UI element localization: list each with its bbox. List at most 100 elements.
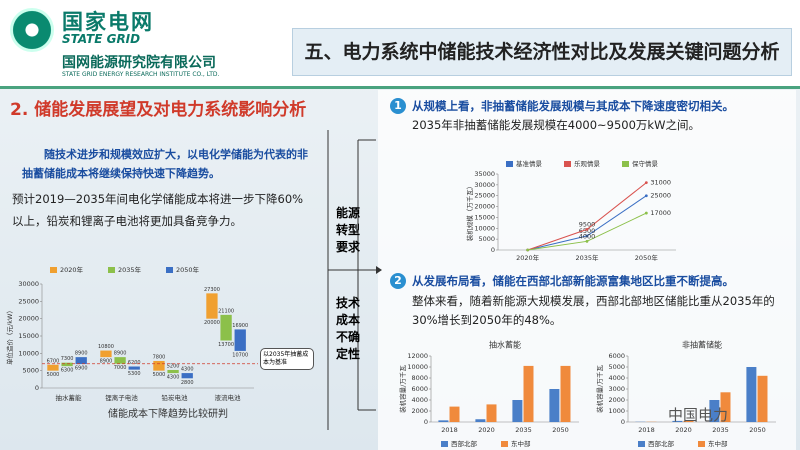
legend-label: 乐观情景 xyxy=(574,159,601,168)
y-tick-label: 30000 xyxy=(18,280,39,288)
body-text: 预计2019—2035年间电化学储能成本将进一步下降60%以上，铅炭和锂离子电池… xyxy=(12,192,304,228)
legend-label: 基准情景 xyxy=(516,159,543,168)
x-tick-label: 锂离子电池 xyxy=(105,393,138,402)
value-label: 5000 xyxy=(153,372,166,378)
value-label: 10700 xyxy=(232,352,248,358)
bar xyxy=(757,375,768,422)
logo-cn: 国家电网 xyxy=(62,10,154,34)
bar xyxy=(220,314,232,341)
connector xyxy=(327,130,382,430)
y-tick-label: 2000 xyxy=(608,396,625,404)
bar xyxy=(512,400,523,422)
value-label: 6200 xyxy=(128,360,141,366)
legend-label: 保守情景 xyxy=(632,159,659,168)
legend-label: 东中部 xyxy=(708,439,728,448)
point xyxy=(585,239,589,243)
value-label: 5300 xyxy=(128,371,141,377)
legend-swatch xyxy=(441,441,448,447)
value-label: 27300 xyxy=(204,287,220,293)
x-tick-label: 2020 xyxy=(478,426,495,434)
value-label: 21100 xyxy=(218,308,234,314)
bar xyxy=(234,329,246,351)
y-axis-label: 装机规模（万千瓦） xyxy=(465,183,474,242)
bar xyxy=(549,389,560,422)
point xyxy=(644,211,648,215)
slide-title: 五、电力系统中储能技术经济性对比及发展关键问题分析 xyxy=(292,28,792,76)
value-label: 31000 xyxy=(650,179,671,187)
x-tick-label: 2050年 xyxy=(635,253,659,262)
y-tick-label: 0 xyxy=(621,418,625,426)
y-tick-label: 12000 xyxy=(407,352,428,360)
chart-title: 抽水蓄能 xyxy=(489,340,521,350)
point xyxy=(526,248,530,252)
y-tick-label: 30000 xyxy=(474,181,495,189)
y-tick-label: 10000 xyxy=(474,224,495,232)
annotation: 以2035年抽蓄成本为基准 xyxy=(260,347,314,370)
point xyxy=(644,181,648,185)
point xyxy=(585,234,589,238)
value-label: 13700 xyxy=(218,342,234,348)
x-tick-label: 2050 xyxy=(552,426,569,434)
y-axis-label: 单位造价（元/kW） xyxy=(5,307,14,365)
y-tick-label: 20000 xyxy=(18,315,39,323)
bar xyxy=(672,420,683,422)
y-tick-label: 2000 xyxy=(411,407,428,415)
legend-swatch xyxy=(698,441,705,447)
y-tick-label: 35000 xyxy=(474,170,495,178)
value-label: 25000 xyxy=(650,192,671,200)
legend-label: 西部北部 xyxy=(451,439,478,448)
bar xyxy=(114,357,126,364)
y-tick-label: 5000 xyxy=(478,235,495,243)
value-label: 4300 xyxy=(167,375,180,381)
bar xyxy=(746,367,757,422)
section-title: 2. 储能发展展望及对电力系统影响分析 xyxy=(10,100,307,120)
item-heading: 从发展布局看，储能在西部北部新能源富集地区比重不断提高。 xyxy=(412,274,734,288)
y-tick-label: 6000 xyxy=(608,352,625,360)
legend-swatch xyxy=(501,441,508,447)
right-panel xyxy=(378,90,796,450)
legend-swatch xyxy=(166,267,173,273)
legend-swatch xyxy=(622,161,629,167)
logo-emblem xyxy=(10,8,54,52)
y-tick-label: 1000 xyxy=(608,407,625,415)
point xyxy=(644,194,648,198)
y-tick-label: 10000 xyxy=(18,349,39,357)
value-label: 17000 xyxy=(650,209,671,217)
x-tick-label: 2020年 xyxy=(516,253,540,262)
legend-label: 2035年 xyxy=(118,265,142,274)
value-label: 2800 xyxy=(181,380,194,386)
x-tick-label: 2035 xyxy=(515,426,532,434)
y-tick-label: 4000 xyxy=(608,374,625,382)
bar xyxy=(560,365,571,422)
bar xyxy=(486,404,497,422)
legend-label: 西部北部 xyxy=(648,439,675,448)
annotation-box: 以2035年抽蓄成本为基准 xyxy=(260,347,314,370)
value-label: 5000 xyxy=(47,372,60,378)
bar xyxy=(75,357,87,365)
value-label: 7800 xyxy=(153,354,166,360)
x-tick-label: 2018 xyxy=(441,426,458,434)
chart-caption: 储能成本下降趋势比较研判 xyxy=(108,407,228,420)
y-tick-label: 0 xyxy=(491,246,495,254)
value-label: 8900 xyxy=(75,351,88,357)
driver-label: 技术成本不确定性 xyxy=(336,296,361,361)
y-tick-label: 5000 xyxy=(22,367,39,375)
y-tick-label: 5000 xyxy=(608,363,625,371)
y-tick-label: 8000 xyxy=(411,374,428,382)
value-label: 10800 xyxy=(98,344,114,350)
value-label: 5200 xyxy=(167,363,180,369)
chart-title: 非抽蓄储能 xyxy=(682,340,722,350)
lead-text: 随技术进步和规模效应扩大，以电化学储能为代表的非抽蓄储能成本将继续保持快速下降趋… xyxy=(22,148,308,180)
x-tick-label: 液流电池 xyxy=(215,393,242,402)
value-label: 20000 xyxy=(204,320,220,326)
legend-swatch xyxy=(50,267,57,273)
item-text: 2035年非抽蓄储能发展规模在4000~9500万kW之间。 xyxy=(412,118,700,132)
value-label: 9500 xyxy=(579,220,596,228)
value-label: 6900 xyxy=(75,366,88,372)
bar xyxy=(438,420,449,422)
value-label: 4300 xyxy=(181,367,194,373)
x-tick-label: 2020 xyxy=(675,426,692,434)
